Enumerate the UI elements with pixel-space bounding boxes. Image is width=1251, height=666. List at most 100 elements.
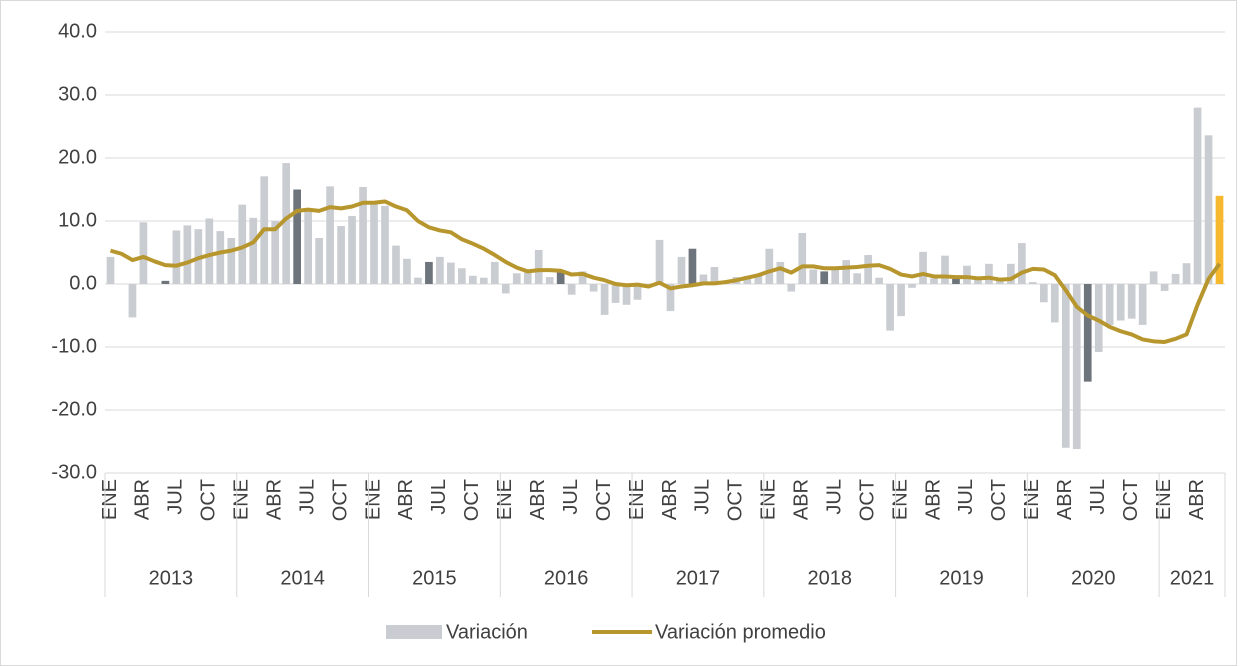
y-tick-label: 30.0: [58, 83, 97, 105]
bar: [820, 271, 829, 284]
bar: [556, 271, 565, 284]
x-tick-label: JUL: [692, 479, 714, 515]
bar: [326, 186, 334, 284]
bar: [798, 232, 807, 284]
bar: [589, 284, 598, 292]
legend-swatch: [386, 625, 442, 639]
bar: [1061, 284, 1070, 448]
year-label: 2015: [412, 567, 457, 589]
x-tick-label: JUL: [955, 479, 977, 515]
x-tick-label: OCT: [988, 479, 1010, 521]
bar: [139, 222, 148, 284]
bar: [370, 202, 378, 284]
bar: [1182, 263, 1191, 284]
bar: [523, 271, 532, 284]
bar: [1072, 284, 1081, 450]
x-tick-label: ENE: [231, 479, 253, 520]
bar: [1007, 263, 1015, 284]
bar: [567, 284, 576, 295]
bar: [853, 273, 861, 284]
bar: [677, 256, 686, 284]
y-tick-label: 40.0: [58, 20, 97, 42]
bar: [304, 209, 312, 284]
year-label: 2017: [676, 567, 721, 589]
x-tick-label: ABR: [132, 479, 154, 520]
year-label: 2018: [807, 567, 852, 589]
bar: [754, 274, 763, 284]
x-tick-label: ABR: [791, 479, 813, 520]
x-tick-label: ABR: [527, 479, 549, 520]
bar: [886, 284, 894, 331]
bar: [1050, 284, 1059, 323]
year-label: 2014: [280, 567, 325, 589]
bar: [1083, 284, 1092, 382]
x-tick-label: ABR: [1054, 479, 1076, 520]
bar: [985, 263, 993, 284]
bar: [1193, 107, 1202, 284]
bar: [864, 255, 872, 284]
bar: [128, 284, 137, 318]
bar: [469, 275, 477, 284]
x-tick-label: ENE: [626, 479, 648, 520]
x-tick-label: ABR: [1186, 479, 1208, 520]
bar: [172, 230, 181, 284]
year-label: 2021: [1170, 567, 1215, 589]
bar: [403, 258, 411, 284]
bar: [600, 284, 609, 315]
x-tick-label: OCT: [198, 479, 220, 521]
bar: [1171, 273, 1180, 284]
bar: [282, 163, 291, 284]
y-tick-label: -30.0: [51, 461, 97, 483]
bar: [1029, 282, 1037, 284]
bar: [743, 275, 752, 284]
x-tick-label: JUL: [560, 479, 582, 515]
bar: [919, 251, 927, 284]
x-tick-label: JUL: [165, 479, 187, 515]
x-tick-label: ENE: [362, 479, 384, 520]
x-tick-label: OCT: [725, 479, 747, 521]
bar: [425, 261, 433, 284]
x-tick-label: ABR: [395, 479, 417, 520]
bar: [479, 277, 488, 284]
bar: [776, 261, 785, 284]
x-tick-label: OCT: [593, 479, 615, 521]
bar: [447, 262, 455, 284]
bar: [699, 274, 708, 284]
bar: [688, 248, 697, 284]
x-tick-label: JUL: [1087, 479, 1109, 515]
x-tick-label: ABR: [263, 479, 285, 520]
bar: [227, 238, 236, 284]
x-tick-label: ENE: [1153, 479, 1175, 520]
bar: [622, 284, 631, 305]
line: [109, 199, 1222, 344]
bar: [414, 277, 422, 284]
bar: [238, 204, 247, 284]
year-label: 2020: [1071, 567, 1116, 589]
year-label: 2013: [149, 567, 194, 589]
x-tick-label: OCT: [461, 479, 483, 521]
bar: [271, 221, 280, 284]
bar: [216, 231, 225, 284]
bar: [293, 189, 301, 284]
bar: [1105, 284, 1114, 325]
bar: [392, 245, 400, 284]
bar: [512, 273, 521, 284]
x-tick-label: ENE: [494, 479, 516, 520]
x-tick-label: OCT: [329, 479, 351, 521]
bar: [106, 256, 115, 284]
bar: [1094, 284, 1103, 353]
legend-label: Variación: [446, 621, 528, 643]
bar: [348, 215, 356, 284]
bar: [974, 277, 982, 284]
bar: [578, 271, 587, 284]
bar: [666, 284, 675, 312]
bar: [1018, 243, 1026, 284]
year-label: 2016: [544, 567, 589, 589]
bar: [655, 239, 664, 284]
bar: [633, 284, 642, 300]
bar: [952, 277, 960, 284]
bar: [249, 217, 258, 284]
bar: [458, 268, 466, 284]
